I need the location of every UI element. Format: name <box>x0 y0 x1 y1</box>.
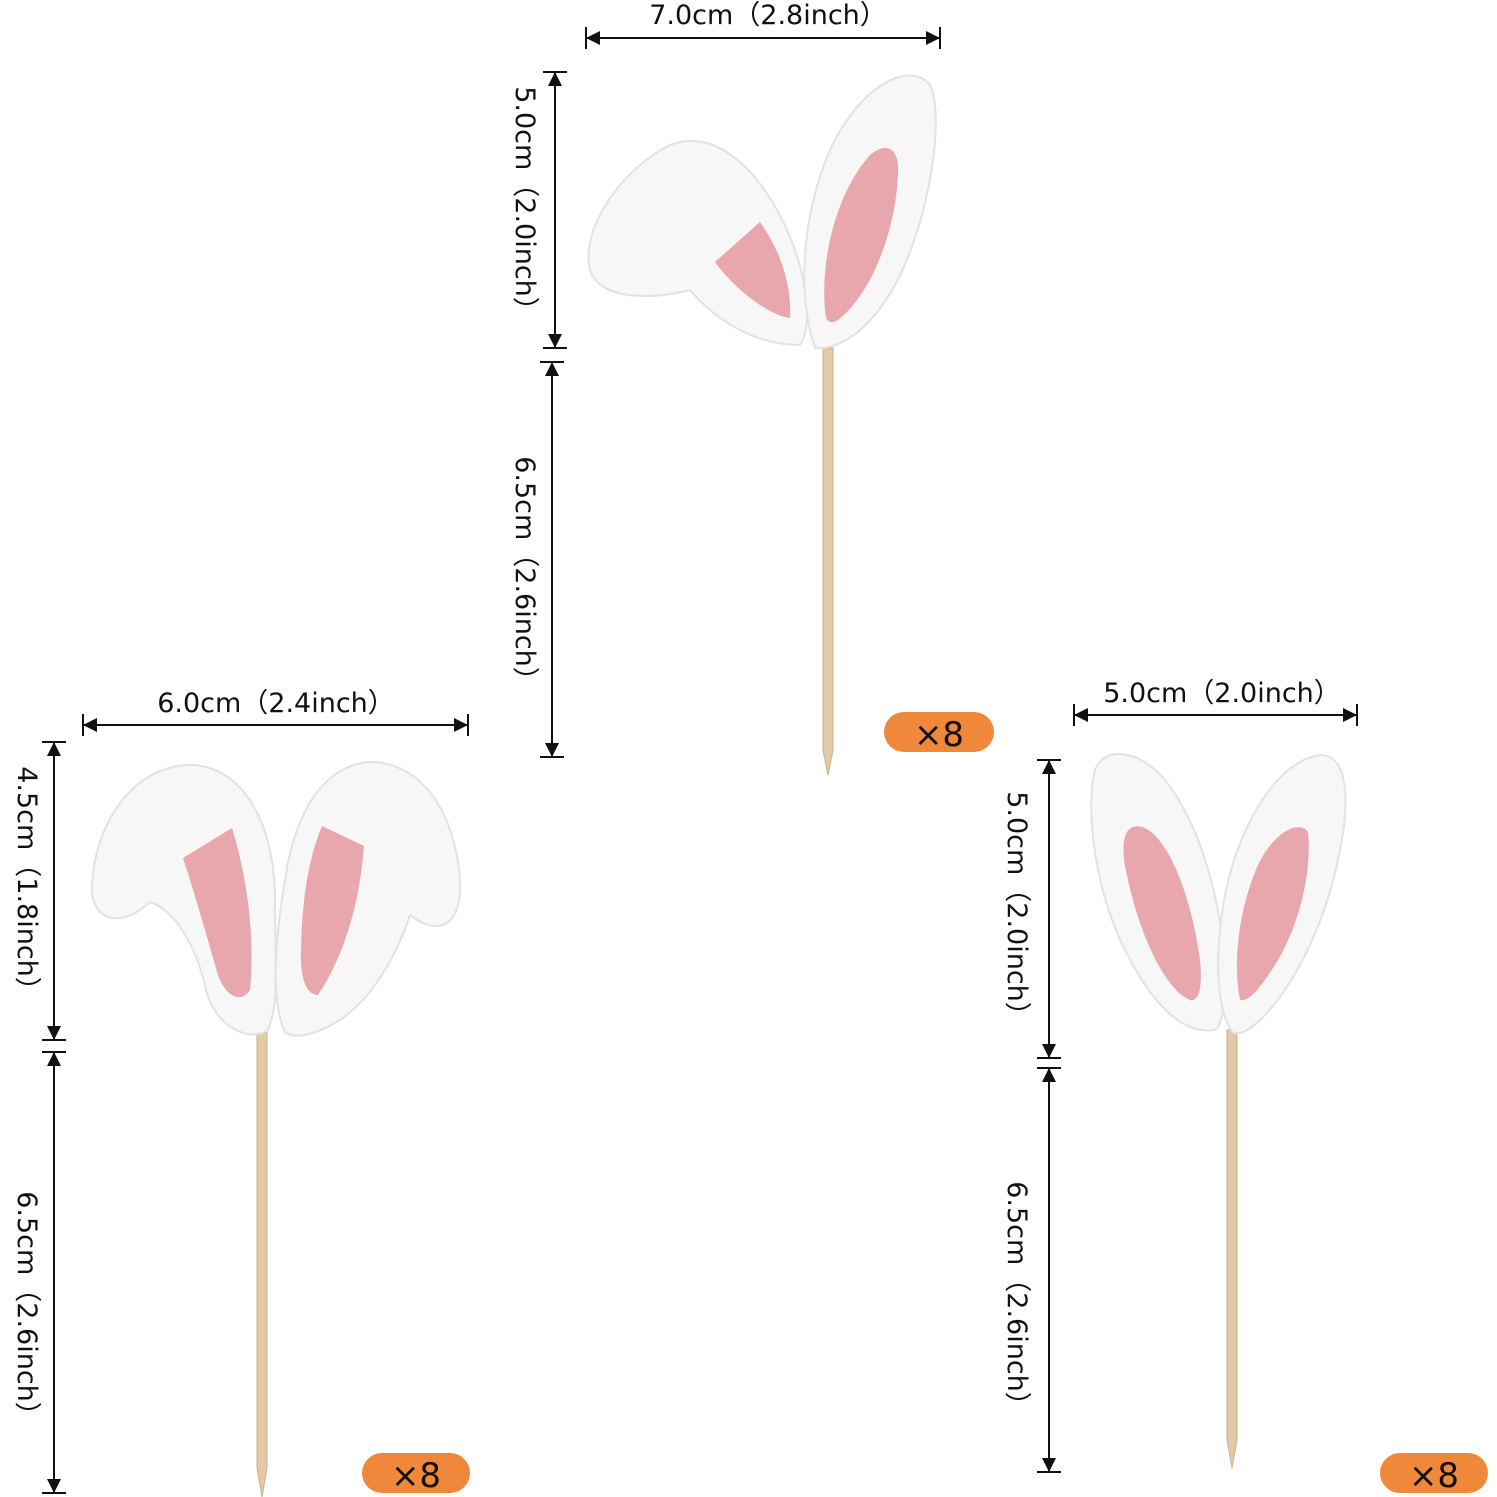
left-ear-inner <box>715 222 791 318</box>
quantity-label: ×8 <box>1409 1456 1459 1496</box>
width-label: 7.0cm（2.8inch） <box>649 0 887 31</box>
right-ear-inner <box>1236 827 1309 1001</box>
quantity-label: ×8 <box>391 1456 441 1496</box>
topper-floppy-ears: 7.0cm（2.8inch） 5.0cm（2.0inch） 6.5cm（2.6i… <box>509 0 994 776</box>
width-label: 6.0cm（2.4inch） <box>157 688 395 719</box>
stick-height-dimension <box>42 1051 66 1494</box>
wooden-stick <box>822 347 834 776</box>
ear-height-label: 5.0cm（2.0inch） <box>509 86 540 324</box>
quantity-label: ×8 <box>914 715 964 755</box>
stick-height-dimension <box>1037 1067 1061 1473</box>
stick-height-dimension <box>540 361 564 758</box>
topper-droopy-ears: 6.0cm（2.4inch） 4.5cm（1.8inch） 6.5cm（2.6i… <box>11 688 470 1497</box>
width-dimension <box>1073 704 1358 726</box>
left-ear-inner <box>1123 826 1201 1001</box>
left-ear-outer <box>587 139 808 347</box>
stick-height-label: 6.5cm（2.6inch） <box>1001 1181 1032 1419</box>
quantity-badge <box>362 1453 470 1493</box>
stick-height-label: 6.5cm（2.6inch） <box>509 456 540 694</box>
stick-height-label: 6.5cm（2.6inch） <box>11 1191 42 1429</box>
ear-height-dimension <box>543 71 567 349</box>
right-ear-inner <box>824 147 899 323</box>
width-dimension <box>585 27 941 49</box>
right-ear-inner <box>300 826 364 995</box>
topper-upright-ears: 5.0cm（2.0inch） 5.0cm（2.0inch） 6.5cm（2.6i… <box>1001 678 1488 1496</box>
width-label: 5.0cm（2.0inch） <box>1103 678 1341 709</box>
ear-height-label: 5.0cm（2.0inch） <box>1001 791 1032 1029</box>
wooden-stick <box>1226 1029 1238 1469</box>
left-ear-outer <box>90 763 278 1036</box>
width-dimension <box>82 714 469 736</box>
right-ear-outer <box>274 760 462 1037</box>
ear-height-dimension <box>1037 759 1061 1059</box>
quantity-badge <box>884 712 994 752</box>
ear-height-label: 4.5cm（1.8inch） <box>11 766 42 1004</box>
wooden-stick <box>256 1024 268 1497</box>
quantity-badge <box>1380 1453 1488 1493</box>
left-ear-inner <box>183 828 252 998</box>
ear-height-dimension <box>42 741 66 1041</box>
